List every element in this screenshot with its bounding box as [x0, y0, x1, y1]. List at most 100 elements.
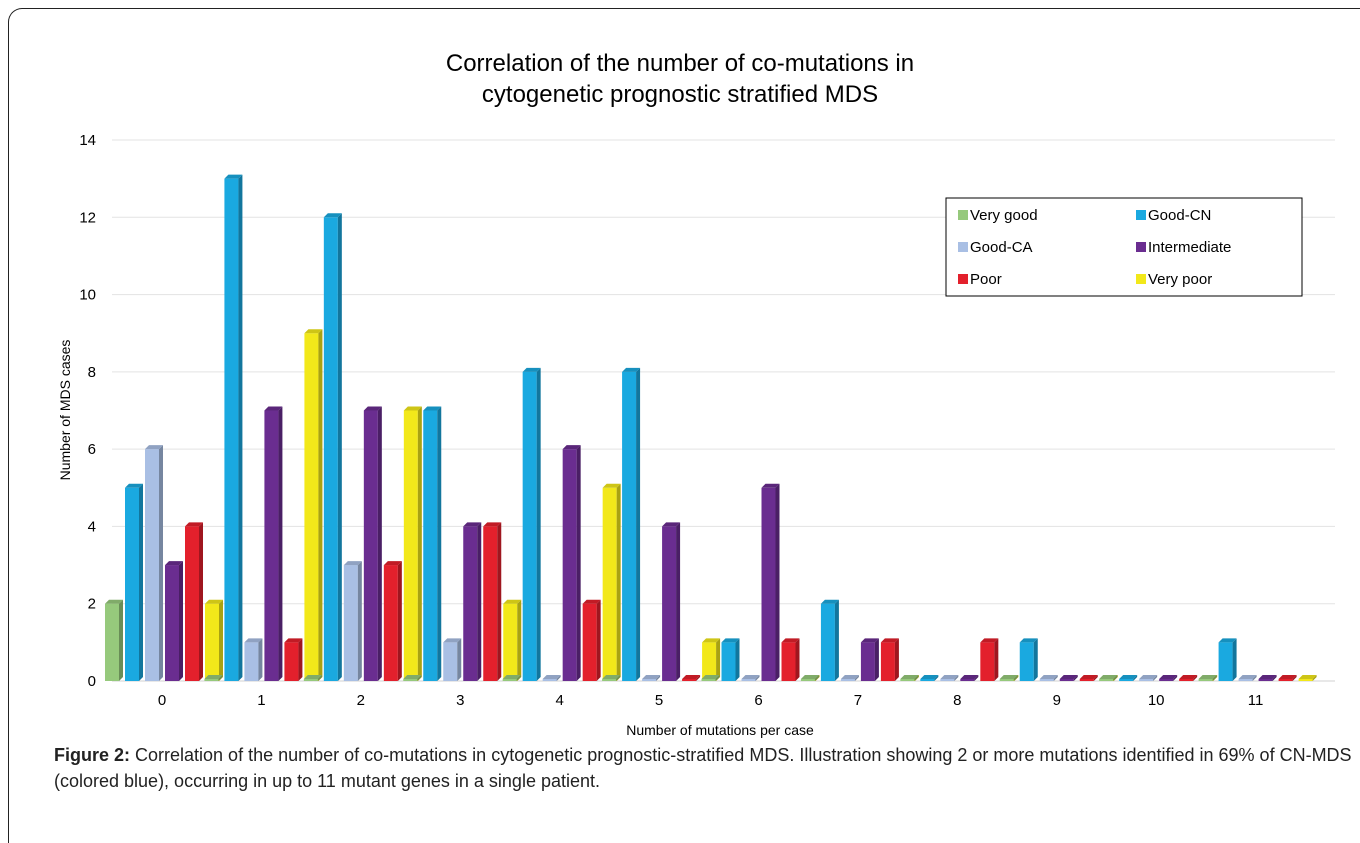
bar-side [357, 561, 362, 681]
legend-swatch [958, 242, 968, 252]
bar-top [503, 599, 522, 604]
bar-top [900, 675, 919, 679]
bar [185, 522, 203, 681]
x-axis-ticks: 0 1 2 3 4 5 6 7 8 9 10 11 [158, 692, 1264, 709]
bar [880, 638, 899, 681]
bar [999, 675, 1018, 681]
y-axis-label: Number of MDS cases [57, 340, 73, 481]
bar-front [1179, 679, 1194, 681]
bar [800, 675, 819, 681]
bar-top [1139, 675, 1158, 679]
bar-top [502, 675, 521, 679]
bar-top [562, 445, 581, 450]
bar-side [735, 638, 740, 681]
bar-side [715, 675, 720, 681]
bar-front [483, 526, 498, 681]
bar-side [1173, 675, 1178, 681]
bar [761, 483, 780, 681]
bar-side [1292, 675, 1297, 681]
bar-side [417, 675, 422, 681]
bar-top [999, 675, 1018, 679]
bar-top [622, 367, 641, 372]
figure-caption: Figure 2: Correlation of the number of c… [54, 742, 1354, 794]
legend-label: Very good [970, 207, 1038, 224]
bar-front [1278, 679, 1293, 681]
bar-side [1073, 675, 1078, 681]
bar-side [934, 675, 939, 681]
bar-top [1278, 675, 1297, 679]
legend-item: Very poor [1136, 271, 1212, 288]
bar-front [980, 642, 995, 681]
bar-front [960, 679, 975, 681]
bar-top [980, 638, 999, 643]
y-tick-label: 14 [79, 132, 96, 149]
x-tick-label: 6 [754, 692, 762, 709]
legend-swatch [1136, 242, 1146, 252]
bar [204, 675, 223, 681]
bar-side [1193, 675, 1198, 681]
bar-top [343, 561, 362, 566]
bar-front [542, 679, 557, 681]
bar-front [920, 679, 935, 681]
bar-top [1258, 675, 1277, 679]
bar [224, 174, 243, 681]
bar [1039, 675, 1058, 681]
bar-front [1099, 679, 1114, 681]
bar [303, 675, 322, 681]
bar-front [403, 410, 418, 681]
bar-front [1139, 679, 1154, 681]
bar-front [224, 178, 239, 681]
bar [622, 367, 641, 681]
legend-box [945, 197, 1303, 297]
bar-top [920, 675, 939, 679]
bar-front [343, 565, 358, 681]
bar-side [1232, 638, 1237, 681]
bar-front [820, 603, 835, 681]
legend-swatch [958, 274, 968, 284]
x-tick-label: 1 [257, 692, 265, 709]
chart-title: Correlation of the number of co-mutation… [330, 48, 1030, 110]
bar-front [1059, 679, 1074, 681]
bar-front [1039, 679, 1054, 681]
chart-title-line-2: cytogenetic prognostic stratified MDS [481, 81, 879, 108]
bar-top [185, 522, 203, 527]
bar-front [880, 642, 895, 681]
bar [463, 522, 482, 681]
bar [1019, 638, 1038, 681]
x-axis-label: Number of mutations per case [626, 722, 814, 738]
bar [642, 675, 661, 681]
bar-side [497, 522, 502, 681]
chart-title-line-1: Correlation of the number of co-mutation… [445, 50, 915, 77]
bar-front [244, 642, 259, 681]
bar-front [125, 487, 139, 681]
bar-top [642, 675, 661, 679]
bar-side [1053, 675, 1058, 681]
bar-side [159, 445, 163, 681]
y-tick-label: 12 [79, 209, 96, 226]
bar [443, 638, 462, 681]
bar-side [1113, 675, 1118, 681]
bar-top [820, 599, 839, 604]
bar-top [781, 638, 800, 643]
legend-item: Very good [958, 207, 1038, 224]
bar [1298, 675, 1317, 681]
bar-front [145, 449, 159, 681]
bar-top [443, 638, 462, 643]
bar-front [860, 642, 875, 681]
bar-side [716, 638, 721, 681]
bar-side [914, 675, 919, 681]
bar-front [443, 642, 458, 681]
bar-side [1133, 675, 1138, 681]
y-tick-label: 0 [88, 673, 96, 690]
bar-top [204, 675, 223, 679]
bar-side [139, 483, 143, 681]
bar-front [622, 371, 637, 681]
bar [781, 638, 800, 681]
bar-side [119, 599, 123, 681]
bar-top [1099, 675, 1118, 679]
bar-side [1153, 675, 1158, 681]
bar-top [303, 675, 322, 679]
bar-top [1198, 675, 1217, 679]
bar-top [602, 483, 621, 488]
